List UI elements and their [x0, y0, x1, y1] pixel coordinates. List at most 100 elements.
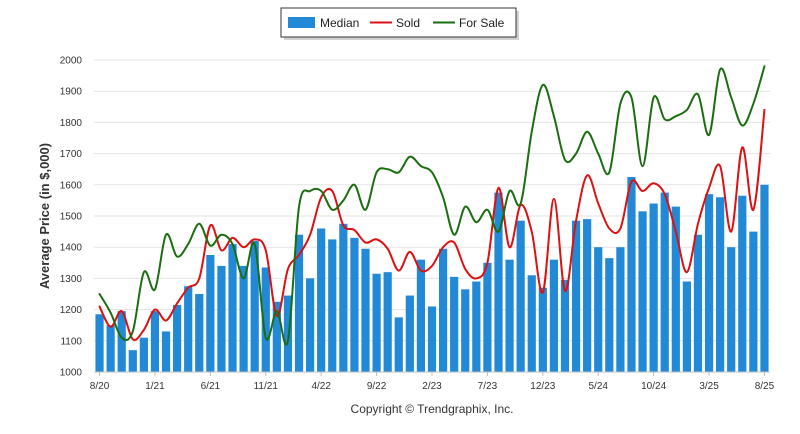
median-bar — [272, 301, 281, 372]
x-tick-label: 7/23 — [478, 381, 498, 392]
y-tick-label: 1600 — [60, 180, 83, 191]
y-tick-label: 1500 — [60, 212, 83, 223]
median-bar — [128, 350, 137, 372]
median-bar — [261, 267, 270, 372]
median-bar — [749, 231, 758, 372]
x-tick-label: 9/22 — [367, 381, 387, 392]
median-bar — [527, 275, 536, 372]
median-bar — [217, 265, 226, 372]
median-bar — [560, 279, 570, 372]
median-bar — [106, 325, 115, 372]
median-bar — [538, 287, 547, 372]
median-bar — [239, 265, 248, 372]
median-bar — [283, 295, 293, 372]
median-bar — [416, 259, 426, 372]
x-tick-label: 1/21 — [145, 381, 165, 392]
median-bar — [472, 281, 481, 372]
y-tick-label: 1300 — [60, 274, 83, 285]
median-bar — [594, 247, 603, 372]
x-tick-label: 11/21 — [254, 381, 279, 392]
x-tick-label: 5/24 — [588, 381, 608, 392]
y-tick-label: 1000 — [60, 368, 83, 379]
trend-lines — [98, 65, 766, 346]
median-bar — [139, 337, 148, 372]
median-bar — [228, 244, 237, 372]
median-bar — [250, 240, 259, 372]
median-bar — [328, 239, 337, 372]
median-bar — [294, 234, 304, 372]
x-tick-label: 3/25 — [699, 381, 719, 392]
legend-swatch-median — [288, 17, 315, 28]
median-bar — [671, 206, 680, 372]
median-bar — [427, 306, 437, 372]
x-tick-label: 12/23 — [530, 381, 555, 392]
median-bar — [394, 317, 403, 372]
median-bar — [161, 331, 171, 372]
median-bar — [494, 192, 503, 372]
median-bar — [317, 228, 326, 372]
legend-box — [280, 7, 517, 38]
y-tick-label: 1700 — [60, 149, 83, 160]
legend-label-sold: Sold — [396, 16, 420, 30]
median-bar — [305, 278, 315, 372]
median-bar — [682, 281, 691, 372]
median-bar — [405, 295, 414, 372]
median-bar — [760, 184, 769, 372]
median-bar — [583, 219, 592, 372]
median-bar — [339, 223, 348, 372]
median-bar — [95, 314, 104, 372]
median-bar — [638, 211, 647, 372]
y-tick-label: 1400 — [60, 243, 83, 254]
sold-line — [98, 108, 766, 341]
x-tick-label: 8/20 — [90, 381, 110, 392]
median-bar — [704, 194, 714, 372]
median-bar — [660, 192, 669, 372]
for-sale-line — [98, 65, 766, 346]
median-bar — [350, 237, 359, 372]
median-bar — [738, 195, 747, 372]
x-tick-label: 4/22 — [311, 381, 331, 392]
x-tick-label: 10/24 — [641, 381, 666, 392]
median-bar — [450, 276, 459, 372]
median-bar — [173, 304, 182, 372]
median-bar — [693, 234, 703, 372]
axes: 1000 1100 1200 1300 1400 1500 1600 1700 1800 1900… — [60, 56, 775, 393]
y-tick-label: 1200 — [60, 305, 83, 316]
median-bar — [206, 255, 215, 372]
median-bar — [195, 294, 204, 372]
median-bar — [438, 248, 448, 372]
median-bar — [727, 247, 736, 372]
median-bar — [571, 220, 581, 372]
y-tick-label: 1800 — [60, 118, 83, 129]
median-bar — [716, 197, 725, 372]
median-bar — [383, 272, 392, 372]
x-tick-label: 6/21 — [201, 381, 221, 392]
median-bars — [95, 177, 769, 372]
median-bar — [649, 203, 658, 372]
x-tick-label: 8/25 — [755, 381, 775, 392]
y-tick-label: 2000 — [60, 56, 83, 67]
legend-label-median: Median — [320, 16, 359, 30]
median-bar — [627, 177, 636, 372]
legend-label-for-sale: For Sale — [459, 16, 505, 30]
y-tick-label: 1900 — [60, 87, 83, 98]
median-bar — [117, 311, 126, 372]
y-axis-label: Average Price (in $,000) — [37, 143, 52, 289]
x-tick-label: 2/23 — [422, 381, 442, 392]
copyright-text: Copyright © Trendgraphix, Inc. — [351, 402, 514, 416]
median-bar — [605, 258, 614, 372]
median-bar — [483, 262, 492, 372]
median-bar — [505, 259, 514, 372]
median-bar — [616, 247, 625, 372]
legend: Median Sold For Sale — [280, 7, 519, 40]
median-bar — [549, 259, 559, 372]
median-bar — [461, 289, 470, 372]
median-bar — [361, 248, 370, 372]
median-bar — [372, 273, 381, 372]
median-bar — [150, 311, 160, 372]
median-bar — [184, 286, 193, 372]
y-tick-label: 1100 — [60, 336, 82, 347]
median-bar — [516, 220, 525, 372]
